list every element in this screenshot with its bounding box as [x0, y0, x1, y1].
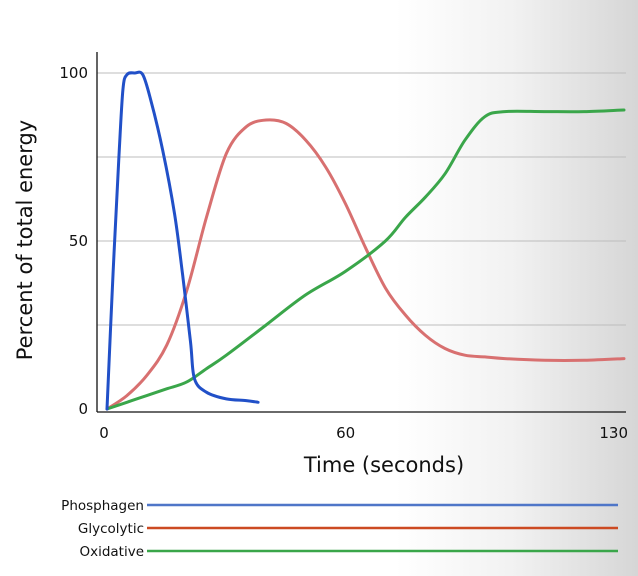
x-tick-labels: 0 60 130	[99, 424, 628, 442]
grid-lines	[97, 72, 626, 326]
legend-label-glycolytic: Glycolytic	[78, 521, 144, 537]
series-lines	[105, 70, 626, 411]
series-line-oxidative	[105, 108, 626, 411]
x-tick-label: 60	[336, 424, 355, 442]
y-tick-label: 50	[69, 232, 88, 250]
legend: Phosphagen Glycolytic Oxidative	[61, 498, 618, 560]
y-tick-labels: 0 50 100	[59, 64, 88, 418]
x-tick-label: 130	[599, 424, 628, 442]
series-line-glycolytic	[105, 118, 626, 411]
legend-label-phosphagen: Phosphagen	[61, 498, 144, 514]
x-axis-title: Time (seconds)	[303, 453, 464, 477]
series-line-phosphagen	[105, 70, 260, 411]
y-tick-label: 0	[78, 400, 88, 418]
x-tick-label: 0	[99, 424, 109, 442]
y-tick-label: 100	[59, 64, 88, 82]
y-axis-title: Percent of total energy	[13, 120, 37, 360]
legend-label-oxidative: Oxidative	[79, 544, 144, 560]
axes	[96, 52, 626, 413]
